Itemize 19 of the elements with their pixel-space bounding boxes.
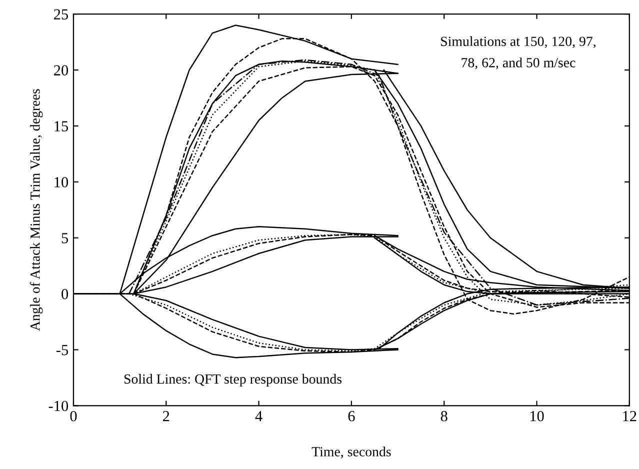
annotation: Simulations at 150, 120, 97, 78, 62, and 50 m/sec bbox=[441, 36, 596, 70]
y-tick-label: 5 bbox=[62, 233, 68, 244]
y-axis-title: Angle of Attack Minus Trim Value, degrees bbox=[30, 89, 43, 331]
x-tick-label: 8 bbox=[440, 410, 448, 422]
y-tick-label: 10 bbox=[54, 177, 68, 188]
x-tick-label: 2 bbox=[162, 411, 170, 422]
x-tick-label: 12 bbox=[623, 411, 636, 422]
y-tick-label: 0 bbox=[62, 288, 68, 300]
y-tick-label: 25 bbox=[54, 9, 68, 20]
y-tick-label: -5 bbox=[56, 345, 68, 356]
x-tick-label: 6 bbox=[348, 411, 355, 422]
x-tick-label: 10 bbox=[530, 410, 544, 422]
annotation: Solid Lines: QFT step response bounds bbox=[124, 374, 342, 387]
x-axis-title: Time, seconds bbox=[312, 446, 391, 458]
y-tick-label: 20 bbox=[54, 65, 68, 76]
x-tick-label: 0 bbox=[70, 410, 77, 422]
y-tick-label: 15 bbox=[54, 121, 68, 132]
x-tick-label: 4 bbox=[255, 411, 262, 422]
y-tick-label: -10 bbox=[48, 400, 68, 412]
